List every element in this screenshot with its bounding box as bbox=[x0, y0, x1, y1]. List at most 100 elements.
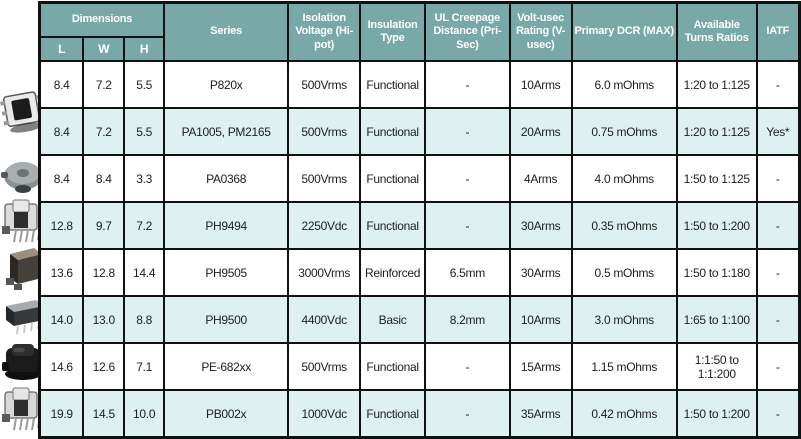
cell-insulation: Reinforced bbox=[359, 248, 427, 297]
cell-h: 10.0 bbox=[123, 389, 166, 439]
cell-iatf: - bbox=[755, 248, 801, 297]
cell-series: PH9505 bbox=[163, 248, 290, 297]
cell-iatf: - bbox=[755, 389, 801, 439]
cell-turns: 1:20 to 1:125 bbox=[675, 107, 758, 156]
cell-creepage: 8.2mm bbox=[424, 295, 511, 344]
cell-isolation: 1000Vdc bbox=[287, 389, 362, 439]
cell-h: 5.5 bbox=[123, 60, 166, 109]
cell-volt_usec: 35Arms bbox=[508, 389, 573, 439]
cell-dcr: 0.35 mOhms bbox=[570, 201, 678, 250]
cell-dcr: 6.0 mOhms bbox=[570, 60, 678, 109]
cell-dcr: 3.0 mOhms bbox=[570, 295, 678, 344]
cell-volt_usec: 20Arms bbox=[508, 107, 573, 156]
cell-turns: 1:50 to 1:200 bbox=[675, 389, 758, 439]
cell-insulation: Functional bbox=[359, 342, 427, 391]
cell-h: 3.3 bbox=[123, 154, 166, 203]
cell-l: 8.4 bbox=[38, 60, 85, 109]
cell-volt_usec: 10Arms bbox=[508, 295, 573, 344]
table-row: 12.8 9.7 7.2 PH9494 2250Vdc Functional -30Arms… bbox=[38, 201, 801, 250]
cell-series: PA0368 bbox=[163, 154, 290, 203]
cell-isolation: 500Vrms bbox=[287, 154, 362, 203]
cell-l: 14.0 bbox=[38, 295, 85, 344]
table-row: 8.4 7.2 5.5 PA1005, PM2165 500Vrms Functional… bbox=[38, 107, 801, 156]
cell-iatf: - bbox=[755, 60, 801, 109]
header-iatf: IATF bbox=[755, 1, 801, 62]
cell-isolation: 500Vrms bbox=[287, 60, 362, 109]
cell-insulation: Functional bbox=[359, 107, 427, 156]
cell-turns: 1:65 to 1:100 bbox=[675, 295, 758, 344]
cell-w: 9.7 bbox=[82, 201, 126, 250]
cell-iatf: - bbox=[755, 295, 801, 344]
cell-series: PH9500 bbox=[163, 295, 290, 344]
table-row: 8.4 7.2 5.5 P820x 500Vrms Functional -10Arms 6.… bbox=[38, 60, 801, 109]
cell-insulation: Functional bbox=[359, 201, 427, 250]
cell-volt_usec: 10Arms bbox=[508, 60, 573, 109]
cell-l: 19.9 bbox=[38, 389, 85, 439]
cell-isolation: 3000Vrms bbox=[287, 248, 362, 297]
cell-turns: 1:50 to 1:180 bbox=[675, 248, 758, 297]
cell-h: 14.4 bbox=[123, 248, 166, 297]
cell-creepage: - bbox=[424, 389, 511, 439]
cell-insulation: Functional bbox=[359, 60, 427, 109]
cell-w: 13.0 bbox=[82, 295, 126, 344]
cell-creepage: - bbox=[424, 107, 511, 156]
table-row: 8.4 8.4 3.3 PA0368 500Vrms Functional -4Arms 4.… bbox=[38, 154, 801, 203]
cell-w: 14.5 bbox=[82, 389, 126, 439]
cell-w: 12.6 bbox=[82, 342, 126, 391]
header-dim-l: L bbox=[38, 36, 85, 62]
cell-l: 13.6 bbox=[38, 248, 85, 297]
cell-l: 14.6 bbox=[38, 342, 85, 391]
cell-creepage: - bbox=[424, 154, 511, 203]
cell-l: 8.4 bbox=[38, 107, 85, 156]
header-series: Series bbox=[163, 1, 290, 62]
header-dim-h: H bbox=[123, 36, 166, 62]
header-isolation-voltage: Isolation Voltage (Hi-pot) bbox=[287, 1, 362, 62]
cell-dcr: 1.15 mOhms bbox=[570, 342, 678, 391]
cell-h: 5.5 bbox=[123, 107, 166, 156]
header-turns-ratios: Available Turns Ratios bbox=[675, 1, 758, 62]
cell-series: PH9494 bbox=[163, 201, 290, 250]
cell-turns: 1:50 to 1:200 bbox=[675, 201, 758, 250]
cell-h: 7.1 bbox=[123, 342, 166, 391]
cell-iatf: - bbox=[755, 342, 801, 391]
cell-h: 7.2 bbox=[123, 201, 166, 250]
cell-w: 8.4 bbox=[82, 154, 126, 203]
cell-volt_usec: 4Arms bbox=[508, 154, 573, 203]
cell-dcr: 0.42 mOhms bbox=[570, 389, 678, 439]
cell-h: 8.8 bbox=[123, 295, 166, 344]
cell-insulation: Functional bbox=[359, 154, 427, 203]
cell-dcr: 0.75 mOhms bbox=[570, 107, 678, 156]
cell-isolation: 500Vrms bbox=[287, 342, 362, 391]
cell-isolation: 500Vrms bbox=[287, 107, 362, 156]
spec-table: Dimensions Series Isolation Voltage (Hi-… bbox=[38, 1, 801, 439]
cell-iatf: - bbox=[755, 201, 801, 250]
cell-w: 12.8 bbox=[82, 248, 126, 297]
header-volt-usec: Volt-usec Rating (V-usec) bbox=[508, 1, 573, 62]
cell-isolation: 4400Vdc bbox=[287, 295, 362, 344]
header-dim-w: W bbox=[82, 36, 126, 62]
table-header: Dimensions Series Isolation Voltage (Hi-… bbox=[38, 1, 801, 62]
cell-turns: 1:20 to 1:125 bbox=[675, 60, 758, 109]
cell-iatf: - bbox=[755, 154, 801, 203]
table-row: 14.0 13.0 8.8 PH9500 4400Vdc Basic 8.2mm 10Arms… bbox=[38, 295, 801, 344]
cell-creepage: - bbox=[424, 201, 511, 250]
cell-series: PB002x bbox=[163, 389, 290, 439]
header-insulation-type: Insulation Type bbox=[359, 1, 427, 62]
cell-l: 8.4 bbox=[38, 154, 85, 203]
cell-creepage: 6.5mm bbox=[424, 248, 511, 297]
cell-volt_usec: 30Arms bbox=[508, 201, 573, 250]
cell-iatf: Yes* bbox=[755, 107, 801, 156]
cell-dcr: 4.0 mOhms bbox=[570, 154, 678, 203]
cell-l: 12.8 bbox=[38, 201, 85, 250]
table-row: 13.6 12.8 14.4 PH9505 3000Vrms Reinforced 6.5m… bbox=[38, 248, 801, 297]
cell-w: 7.2 bbox=[82, 60, 126, 109]
cell-dcr: 0.5 mOhms bbox=[570, 248, 678, 297]
header-ul-creepage: UL Creepage Distance (Pri-Sec) bbox=[424, 1, 511, 62]
cell-volt_usec: 30Arms bbox=[508, 248, 573, 297]
cell-creepage: - bbox=[424, 60, 511, 109]
cell-series: PE-682xx bbox=[163, 342, 290, 391]
table-row: 14.6 12.6 7.1 PE-682xx 500Vrms Functional -15A… bbox=[38, 342, 801, 391]
header-dimensions: Dimensions bbox=[38, 1, 166, 38]
header-primary-dcr: Primary DCR (MAX) bbox=[570, 1, 678, 62]
table-body: 8.4 7.2 5.5 P820x 500Vrms Functional -10Arms 6.… bbox=[38, 60, 801, 439]
